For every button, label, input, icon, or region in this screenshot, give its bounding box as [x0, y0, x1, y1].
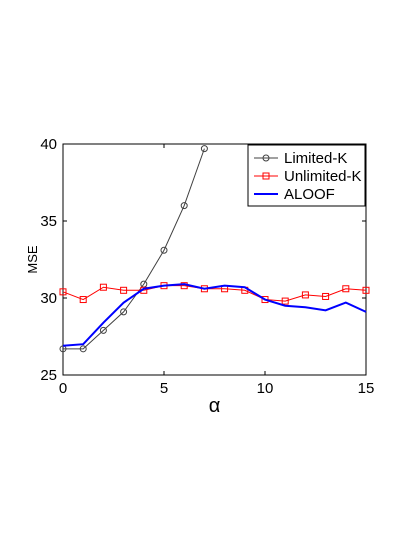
y-tick-label: 25 — [40, 367, 57, 384]
series-line — [63, 148, 205, 350]
data-point — [342, 285, 350, 293]
data-point — [281, 297, 289, 305]
x-tick-label: 15 — [358, 380, 375, 397]
series-line — [62, 283, 367, 347]
legend-entry: Unlimited-K — [254, 168, 362, 185]
data-point — [99, 283, 107, 291]
data-point — [160, 246, 168, 254]
legend-label: Unlimited-K — [284, 168, 362, 185]
y-tick-label: 40 — [40, 136, 57, 153]
legend-label: Limited-K — [284, 150, 347, 167]
y-tick-label: 30 — [40, 290, 57, 307]
x-tick-label: 10 — [257, 380, 274, 397]
series-aloof — [62, 283, 367, 347]
series-line — [62, 285, 367, 302]
data-point — [79, 345, 87, 353]
data-point — [301, 291, 309, 299]
data-point — [180, 202, 188, 210]
axes: 0 5 10 15 25 30 35 40 α MSE — [25, 136, 374, 417]
legend-label: ALOOF — [284, 186, 335, 203]
data-point — [120, 286, 128, 294]
data-point — [79, 296, 87, 304]
series-limited-k — [59, 145, 208, 353]
data-point — [362, 286, 370, 294]
data-point — [99, 326, 107, 334]
legend-entry: ALOOF — [254, 186, 335, 203]
y-tick-label: 35 — [40, 213, 57, 230]
data-point — [59, 288, 67, 296]
x-axis-label: α — [209, 395, 221, 417]
x-tick-label: 0 — [59, 380, 67, 397]
legend-marker — [262, 172, 270, 180]
data-point — [200, 145, 208, 153]
legend-entry: Limited-K — [254, 150, 347, 167]
series-unlimited-k — [59, 282, 370, 305]
y-axis-label: MSE — [25, 245, 40, 274]
data-point — [59, 345, 67, 353]
data-point — [322, 292, 330, 300]
data-point — [120, 308, 128, 316]
legend-marker — [262, 154, 270, 162]
x-tick-label: 5 — [160, 380, 168, 397]
series-layer — [59, 145, 370, 353]
